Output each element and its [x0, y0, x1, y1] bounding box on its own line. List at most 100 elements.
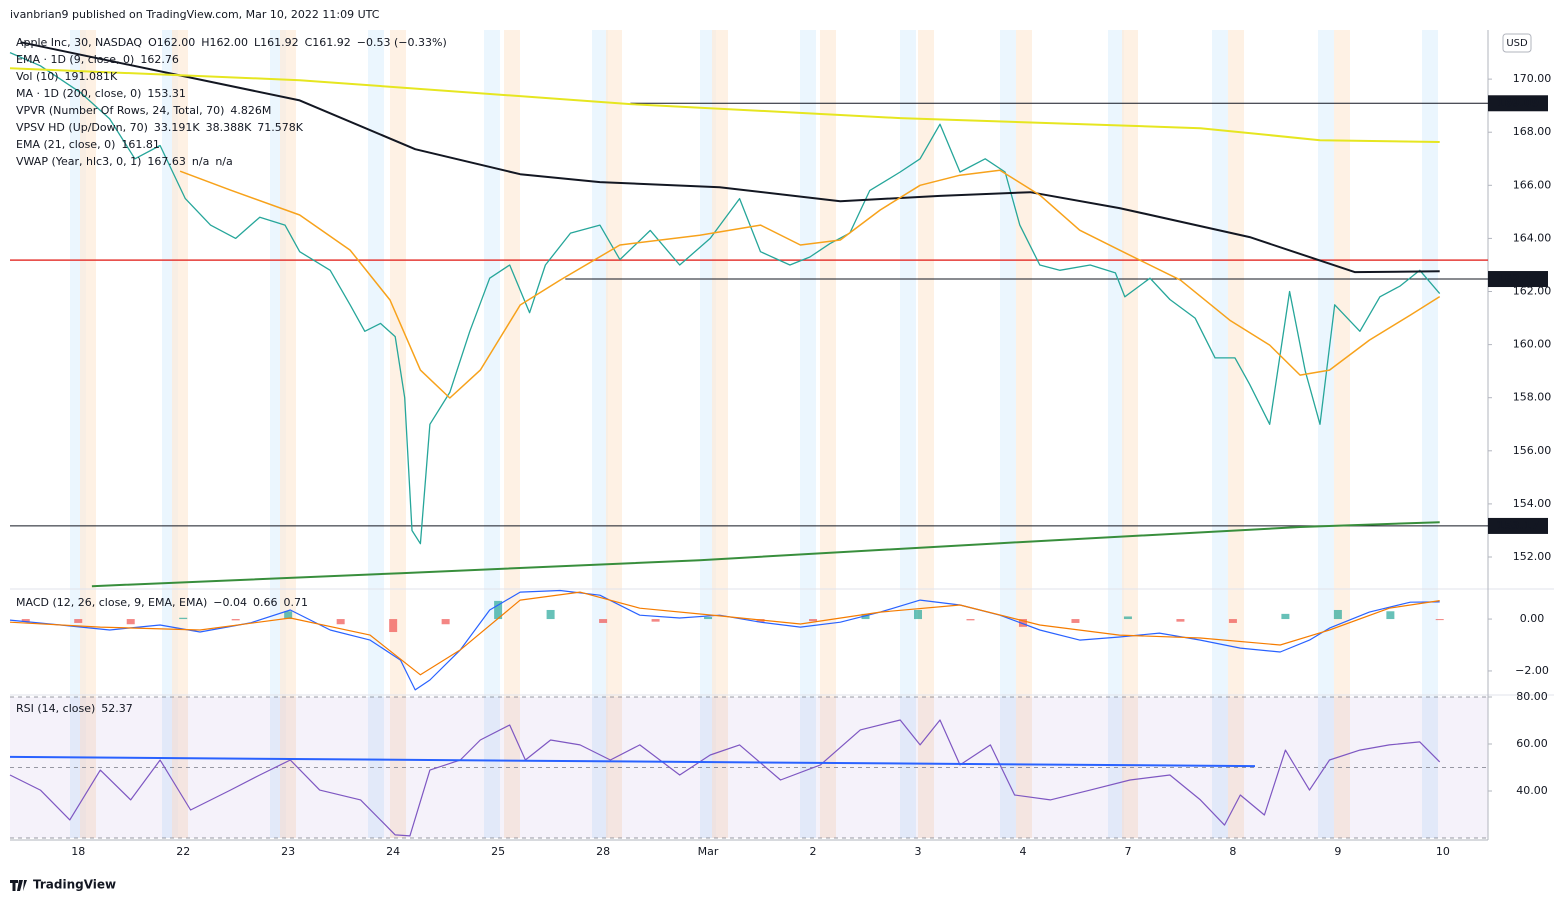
legend-value: 153.31 [147, 87, 186, 100]
macd-histogram-bar [756, 619, 765, 623]
macd-histogram-bar [651, 619, 660, 622]
session-stripe [172, 30, 188, 838]
macd-histogram-bar [1071, 619, 1080, 623]
macd-histogram-bar [546, 609, 555, 620]
macd-histogram-bar [914, 609, 923, 620]
legend-value: n/a [192, 155, 209, 168]
legend-value: L161.92 [254, 36, 299, 49]
legend-label: MA · 1D (200, close, 0) [16, 87, 141, 100]
macd-histogram-bar [1123, 616, 1132, 620]
legend-value: 38.388K [206, 121, 252, 134]
y-tick-label: 156.00 [1513, 444, 1552, 457]
legend-value: 71.578K [257, 121, 303, 134]
session-stripe [1422, 30, 1438, 838]
macd-histogram-bar [179, 617, 188, 620]
macd-histogram-bar [1176, 619, 1185, 622]
y-tick-label: 40.00 [1516, 784, 1548, 797]
legend-value: 33.191K [154, 121, 200, 134]
macd-histogram-bar [1333, 609, 1342, 620]
session-stripe [504, 30, 520, 838]
macd-histogram-bar [126, 619, 135, 625]
legend-value: O162.00 [148, 36, 195, 49]
currency-box[interactable] [1502, 33, 1532, 53]
macd-histogram-bar [494, 600, 503, 620]
x-tick-label: 9 [1334, 845, 1341, 858]
session-stripe [1108, 30, 1124, 838]
macd-histogram-bar [1435, 619, 1444, 621]
x-tick-label: 2 [810, 845, 817, 858]
series-line [9, 755, 1256, 768]
price-label: 153.17 [1497, 519, 1539, 532]
y-tick-label: 170.00 [1513, 72, 1552, 85]
session-stripe [900, 30, 916, 838]
macd-histogram-bar [1386, 611, 1395, 620]
price-label-box [1488, 95, 1548, 112]
legend-value: −0.53 (−0.33%) [357, 36, 447, 49]
macd-histogram-bar [599, 619, 608, 623]
price-label-box [1488, 271, 1548, 288]
x-tick-label: 8 [1229, 845, 1236, 858]
x-tick-label: 3 [915, 845, 922, 858]
legend-value: 167.63 [147, 155, 186, 168]
legend-value: C161.92 [305, 36, 351, 49]
macd-histogram-bar [1228, 619, 1237, 623]
macd-histogram-bar [21, 619, 30, 622]
session-stripe [1228, 30, 1244, 838]
y-tick-label: 0.00 [1520, 612, 1545, 625]
legend-label: EMA (21, close, 0) [16, 138, 115, 151]
price-label: 162.47 [1497, 272, 1539, 285]
macd-histogram-bar [704, 616, 713, 620]
series-line [20, 41, 1440, 274]
legend-value: 161.81 [121, 138, 160, 151]
currency[interactable]: USD [1506, 38, 1528, 49]
x-tick-label: 28 [596, 845, 610, 858]
series-line [91, 521, 1440, 588]
x-tick-label: 10 [1436, 845, 1450, 858]
y-tick-label: 160.00 [1513, 338, 1552, 351]
series-line [9, 719, 1441, 837]
macd-histogram-bar [231, 619, 240, 621]
y-tick-label: 164.00 [1513, 231, 1552, 244]
session-stripe [1318, 30, 1334, 838]
macd-histogram-bar [284, 611, 293, 620]
macd-histogram-bar [861, 613, 870, 620]
y-tick-label: 162.00 [1513, 285, 1552, 298]
legend-value: 162.76 [140, 53, 179, 66]
session-stripe [1016, 30, 1032, 838]
price-label-box [1488, 517, 1548, 534]
macd-histogram-bar [441, 619, 450, 625]
publish-note: ivanbrian9 published on TradingView.com,… [10, 8, 380, 21]
legend-label: Vol (10) [16, 70, 59, 83]
x-tick-label: 18 [71, 845, 85, 858]
session-stripe [606, 30, 622, 838]
legend-label: RSI (14, close) [16, 702, 95, 715]
legend-label: MACD (12, 26, close, 9, EMA, EMA) [16, 596, 207, 609]
y-tick-label: 154.00 [1513, 497, 1552, 510]
price-label: 169.09 [1497, 96, 1539, 109]
y-tick-label: 168.00 [1513, 125, 1552, 138]
x-tick-label: 25 [491, 845, 505, 858]
legend-value: 0.71 [284, 596, 309, 609]
x-tick-label: 4 [1019, 845, 1026, 858]
x-tick-label: Mar [698, 845, 719, 858]
legend-value: −0.04 [213, 596, 247, 609]
legend-value: 4.826M [230, 104, 271, 117]
series-line [9, 67, 1440, 143]
y-tick-label: 166.00 [1513, 178, 1552, 191]
legend-label: VPSV HD (Up/Down, 70) [16, 121, 148, 134]
x-tick-label: 7 [1124, 845, 1131, 858]
session-stripe [80, 30, 96, 838]
footer-brand: TradingView [33, 878, 116, 892]
series-line [179, 169, 1441, 399]
series-line [9, 52, 1441, 545]
y-tick-label: 158.00 [1513, 391, 1552, 404]
session-stripe [484, 30, 500, 838]
macd-histogram-bar [966, 619, 975, 621]
session-stripe [1334, 30, 1350, 838]
y-tick-label: 152.00 [1513, 550, 1552, 563]
legend-label: VWAP (Year, hlc3, 0, 1) [16, 155, 141, 168]
legend-value: 0.66 [253, 596, 278, 609]
